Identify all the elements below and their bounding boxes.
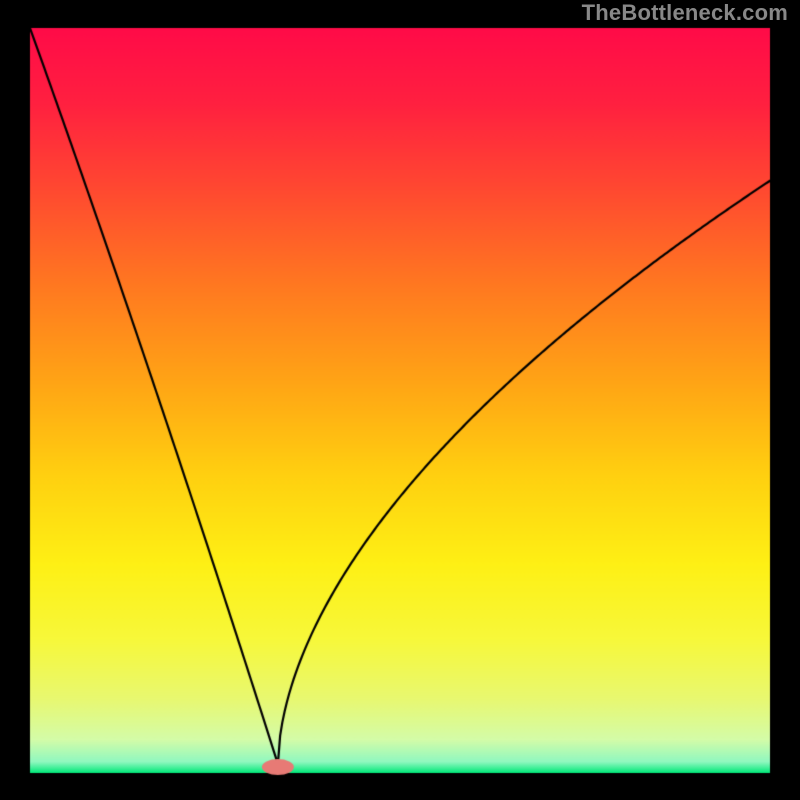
chart-container: TheBottleneck.com (0, 0, 800, 800)
watermark-text: TheBottleneck.com (582, 0, 788, 26)
bottleneck-curve-plot (0, 0, 800, 800)
